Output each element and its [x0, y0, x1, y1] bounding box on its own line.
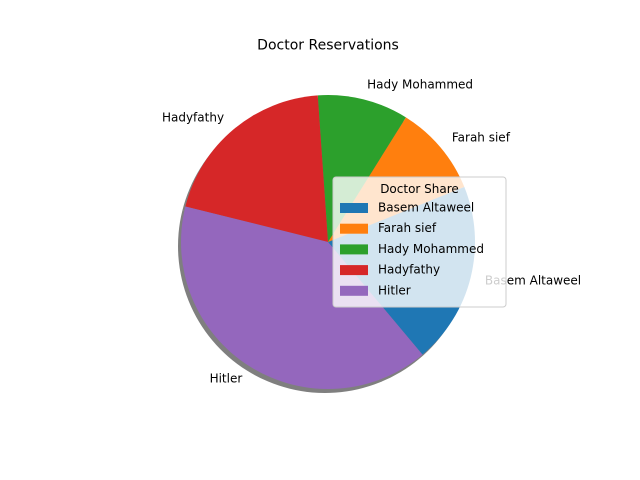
legend-title: Doctor Share	[380, 182, 459, 196]
slice-label-hady-mohammed: Hady Mohammed	[367, 78, 473, 92]
legend-label-hitler: Hitler	[378, 283, 411, 297]
slice-label-basem-altaweel: Basem Altaweel	[485, 274, 581, 288]
legend: Doctor Share Basem Altaweel Farah sief Had…	[332, 176, 507, 308]
legend-swatch-farah-sief	[340, 223, 368, 234]
slice-label-hadyfathy: Hadyfathy	[162, 111, 224, 125]
legend-entries: Basem Altaweel Farah sief Hady Mohammed Had…	[340, 201, 484, 297]
slice-labels: Basem Altaweel Farah sief Hady Mohammed Had…	[162, 78, 581, 386]
legend-label-farah-sief: Farah sief	[378, 221, 437, 235]
slice-label-farah-sief: Farah sief	[452, 131, 511, 145]
legend-swatch-hitler	[340, 285, 368, 296]
pie-slice-hadyfathy	[185, 95, 328, 242]
chart-title: Doctor Reservations	[257, 38, 399, 54]
legend-swatch-hadyfathy	[340, 265, 368, 276]
legend-label-hady-mohammed: Hady Mohammed	[378, 242, 484, 256]
legend-label-hadyfathy: Hadyfathy	[378, 263, 440, 277]
legend-swatch-basem-altaweel	[340, 203, 368, 213]
legend-frame	[332, 176, 507, 308]
legend-swatch-hady-mohammed	[340, 244, 368, 255]
pie-slice-hitler	[181, 206, 423, 389]
slice-label-hitler: Hitler	[210, 372, 243, 386]
legend-label-basem-altaweel: Basem Altaweel	[378, 201, 474, 215]
